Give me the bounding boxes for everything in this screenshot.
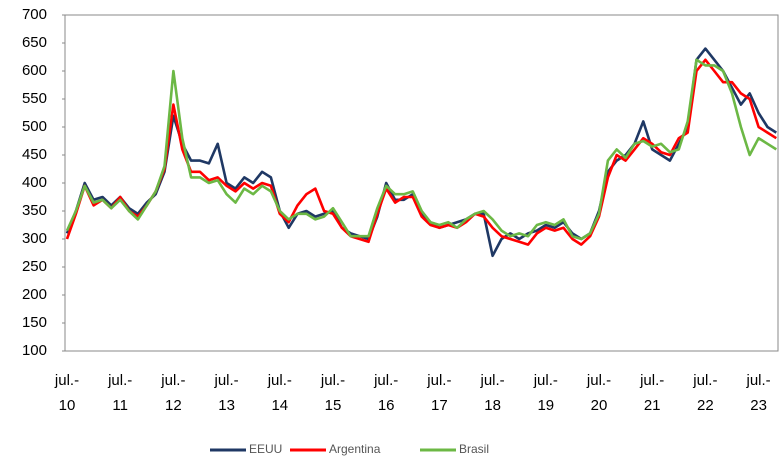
y-tick-label: 650 — [22, 34, 47, 51]
y-tick-label: 150 — [22, 314, 47, 331]
x-tick-label: jul.- 10 — [54, 372, 80, 414]
series-line — [65, 58, 777, 241]
x-tick-label: jul.- 12 — [161, 372, 186, 414]
x-tick-label: jul.- 20 — [586, 372, 612, 414]
y-tick-label: 500 — [22, 118, 47, 135]
y-tick-label: 350 — [22, 202, 47, 219]
y-tick-label: 300 — [22, 230, 47, 247]
y-tick-label: 200 — [22, 286, 47, 303]
y-tick-label: 600 — [22, 62, 47, 79]
plot-frame — [64, 14, 779, 352]
x-tick-label: jul.- 19 — [533, 372, 558, 414]
y-tick-label: 550 — [22, 90, 47, 107]
x-tick-label: jul.- 23 — [746, 372, 771, 414]
legend-label: EEUU — [249, 442, 282, 456]
y-tick-label: 450 — [22, 146, 47, 163]
x-tick-label: jul.- 21 — [640, 372, 665, 414]
y-tick-label: 400 — [22, 174, 47, 191]
x-tick-label: jul.- 22 — [693, 372, 718, 414]
x-tick-label: jul.- 14 — [267, 372, 292, 414]
y-tick-label: 100 — [22, 342, 47, 359]
y-tick-label: 250 — [22, 258, 47, 275]
x-tick-label: jul.- 15 — [320, 372, 346, 414]
x-tick-label: jul.- 17 — [427, 372, 452, 414]
y-tick-label: 700 — [22, 6, 47, 23]
x-tick-label: jul.- 18 — [480, 372, 505, 414]
x-tick-label: jul.- 13 — [214, 372, 239, 414]
legend-label: Argentina — [329, 442, 381, 456]
x-tick-label: jul.- 11 — [108, 372, 133, 414]
x-tick-label: jul.- 16 — [374, 372, 399, 414]
legend-label: Brasil — [459, 442, 489, 456]
